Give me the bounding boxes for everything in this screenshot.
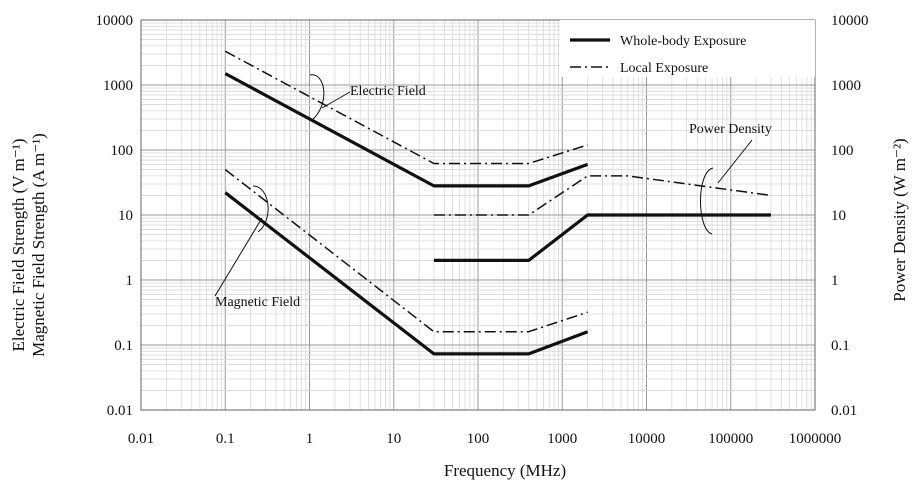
magnetic-field-bracket [252,185,269,233]
y-right-tick-label: 1 [831,273,839,289]
y-right-tick-label: 100 [831,143,854,159]
electric-field-bracket [309,74,325,121]
x-axis-ticks: 0.01 0.1 1 10 100 1000 10000 100000 1000000 [128,431,841,447]
x-tick-label: 1000000 [789,431,842,447]
legend-box [560,20,815,77]
y-left-tick-label: 0.1 [114,338,133,354]
power-density-bracket [700,167,714,235]
y-right-tick-label: 10000 [831,13,869,29]
y-left-tick-label: 1 [126,273,134,289]
x-tick-label: 0.1 [216,431,235,447]
grid [140,20,815,411]
y-right-tick-label: 0.1 [831,338,850,354]
series-group [224,50,772,356]
y-left-tick-label: 0.01 [107,403,133,419]
x-tick-label: 10 [386,431,401,447]
magnetic-field-label: Magnetic Field [215,295,300,310]
legend-label-2: Local Exposure [620,61,708,76]
electric-local-line [224,50,588,165]
x-axis-title: Frequency (MHz) [444,461,566,480]
y-left-tick-label: 100 [111,143,134,159]
x-tick-label: 100000 [708,431,753,447]
power-density-leader [717,139,753,184]
legend: Whole-body Exposure Local Exposure [560,20,815,77]
power-whole-body-line [433,213,771,262]
y-left-tick-label: 10000 [96,13,134,29]
annotations: Electric Field Magnetic Field Power Dens… [214,74,772,310]
x-tick-label: 0.01 [128,431,154,447]
y-right-tick-label: 10 [831,208,846,224]
power-local-line [433,175,772,216]
y-right-tick-label: 1000 [831,78,861,94]
x-tick-label: 1 [306,431,314,447]
y-axis-right-title: Power Density (W m⁻²) [890,138,909,301]
power-density-label: Power Density [689,122,772,137]
electric-whole-body-line [224,72,589,188]
x-tick-label: 100 [467,431,490,447]
magnetic-local-line [224,169,588,333]
electric-field-label: Electric Field [350,84,426,99]
electric-field-leader [321,91,351,109]
plot-frame [140,19,816,411]
magnetic-field-leader [214,217,263,297]
y-axis-left-title: Electric Field Strength (V m⁻¹) Magnetic… [9,133,48,357]
y-axis-left-ticks: 0.01 0.1 1 10 100 1000 10000 [96,13,134,419]
y-axis-left-title-line1: Electric Field Strength (V m⁻¹) [9,139,28,352]
magnetic-whole-body-line [224,191,589,356]
legend-label-1: Whole-body Exposure [620,34,746,49]
y-left-tick-label: 1000 [103,78,133,94]
x-tick-label: 1000 [547,431,577,447]
x-tick-label: 10000 [628,431,666,447]
y-axis-right-ticks: 0.01 0.1 1 10 100 1000 10000 [831,13,869,419]
y-left-tick-label: 10 [118,208,133,224]
y-right-tick-label: 0.01 [831,403,857,419]
y-axis-left-title-line2: Magnetic Field Strength (A m⁻¹) [29,133,48,357]
